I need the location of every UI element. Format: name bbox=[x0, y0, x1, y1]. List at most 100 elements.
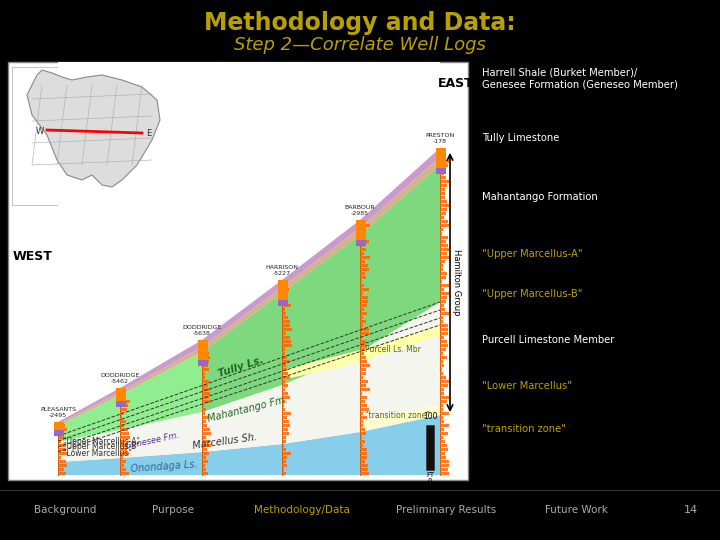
Text: Methodology and Data:: Methodology and Data: bbox=[204, 11, 516, 35]
Bar bbox=[440, 300, 446, 303]
Bar bbox=[58, 436, 63, 439]
Bar bbox=[120, 392, 125, 395]
Bar bbox=[120, 408, 127, 411]
Bar bbox=[202, 468, 205, 471]
Bar bbox=[360, 335, 362, 339]
Bar bbox=[202, 396, 210, 399]
Bar bbox=[440, 323, 448, 327]
Bar bbox=[440, 363, 444, 367]
Bar bbox=[440, 431, 448, 435]
Bar bbox=[440, 328, 448, 331]
Bar bbox=[120, 431, 129, 435]
Bar bbox=[360, 363, 369, 367]
Bar bbox=[440, 240, 446, 243]
Bar bbox=[282, 360, 289, 363]
Bar bbox=[120, 440, 125, 443]
Bar bbox=[202, 456, 206, 459]
Bar bbox=[360, 471, 369, 475]
Bar bbox=[278, 280, 288, 300]
Bar bbox=[360, 460, 366, 463]
Bar bbox=[282, 440, 287, 443]
Bar bbox=[282, 335, 289, 339]
Bar bbox=[360, 400, 365, 403]
Bar bbox=[360, 272, 365, 275]
Bar bbox=[440, 436, 443, 439]
Bar bbox=[440, 220, 449, 223]
Bar bbox=[282, 471, 287, 475]
Bar bbox=[440, 408, 444, 411]
Bar bbox=[356, 220, 366, 240]
Bar bbox=[282, 348, 285, 351]
Bar bbox=[282, 436, 287, 439]
Bar bbox=[440, 224, 449, 227]
Bar bbox=[426, 425, 434, 470]
Bar bbox=[282, 340, 292, 343]
Bar bbox=[440, 352, 443, 355]
Polygon shape bbox=[58, 157, 440, 426]
Polygon shape bbox=[360, 405, 440, 430]
Bar bbox=[120, 396, 125, 399]
Bar bbox=[360, 284, 364, 287]
Bar bbox=[360, 300, 368, 303]
Bar bbox=[360, 315, 363, 319]
Bar bbox=[120, 420, 126, 423]
Bar bbox=[202, 411, 205, 415]
Bar bbox=[360, 227, 366, 231]
Bar bbox=[58, 460, 66, 463]
Bar bbox=[120, 416, 122, 419]
Text: Onondaga Ls.: Onondaga Ls. bbox=[130, 460, 198, 474]
Text: "Upper Marcellus-B": "Upper Marcellus-B" bbox=[63, 442, 140, 451]
Bar bbox=[58, 448, 66, 451]
Bar bbox=[202, 420, 207, 423]
Bar bbox=[440, 215, 444, 219]
Bar bbox=[54, 422, 64, 430]
Bar bbox=[282, 300, 288, 303]
Bar bbox=[440, 288, 444, 291]
Bar bbox=[360, 275, 366, 279]
Bar bbox=[440, 260, 446, 263]
Bar bbox=[440, 356, 447, 359]
Bar bbox=[58, 440, 61, 443]
Bar bbox=[440, 280, 442, 283]
Text: Methodology/Data: Methodology/Data bbox=[254, 505, 351, 515]
Bar bbox=[282, 443, 284, 447]
Bar bbox=[282, 323, 290, 327]
Bar bbox=[120, 403, 128, 407]
Bar bbox=[282, 383, 288, 387]
Text: Future Work: Future Work bbox=[544, 505, 608, 515]
Bar bbox=[120, 451, 129, 455]
Bar bbox=[58, 443, 66, 447]
Bar bbox=[360, 320, 366, 323]
Bar bbox=[202, 443, 211, 447]
Bar bbox=[440, 232, 442, 235]
Bar bbox=[58, 468, 63, 471]
Bar bbox=[360, 464, 368, 467]
Text: 14: 14 bbox=[684, 505, 698, 515]
Bar bbox=[282, 292, 287, 295]
Bar bbox=[282, 428, 289, 431]
Bar bbox=[360, 280, 362, 283]
Bar bbox=[282, 451, 291, 455]
Bar bbox=[360, 303, 367, 307]
Bar bbox=[440, 392, 444, 395]
Bar bbox=[58, 456, 60, 459]
Bar bbox=[440, 460, 449, 463]
Text: PRESTON
-178: PRESTON -178 bbox=[426, 133, 454, 144]
Text: "Upper Marcellus-B": "Upper Marcellus-B" bbox=[482, 289, 582, 299]
Bar bbox=[120, 464, 124, 467]
Bar bbox=[360, 240, 369, 243]
Bar bbox=[120, 471, 129, 475]
Text: Mahantango Formation: Mahantango Formation bbox=[482, 192, 598, 202]
Bar bbox=[440, 340, 446, 343]
Bar bbox=[360, 431, 366, 435]
Bar bbox=[440, 303, 444, 307]
Text: E: E bbox=[146, 130, 152, 138]
Bar bbox=[360, 260, 364, 263]
Polygon shape bbox=[58, 415, 440, 475]
Bar bbox=[360, 436, 362, 439]
Bar bbox=[282, 328, 292, 331]
Bar bbox=[440, 448, 448, 451]
Polygon shape bbox=[58, 165, 440, 442]
Bar bbox=[282, 372, 287, 375]
Text: Purcell Ls. Mbr: Purcell Ls. Mbr bbox=[365, 345, 421, 354]
